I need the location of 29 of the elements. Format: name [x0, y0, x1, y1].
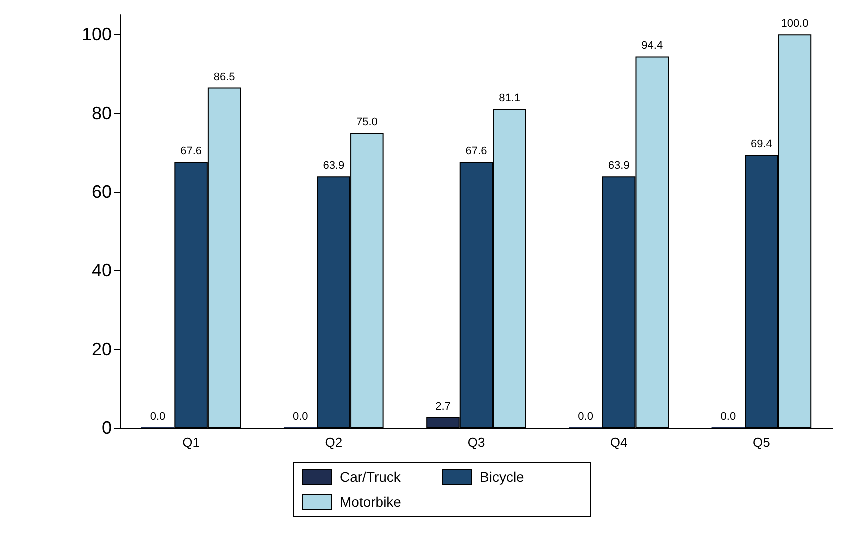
data-label: 100.0	[781, 18, 809, 30]
data-label: 2.7	[436, 400, 451, 413]
y-tick-label: 60	[92, 182, 112, 202]
data-label: 86.5	[214, 71, 236, 84]
y-tick-label: 20	[92, 339, 112, 360]
x-tick-label: Q1	[182, 435, 200, 450]
x-tick-label: Q2	[325, 435, 343, 450]
legend-label: Car/Truck	[340, 469, 401, 485]
data-label: 67.6	[180, 146, 202, 158]
x-tick-label: Q4	[610, 435, 628, 450]
data-label: 0.0	[150, 411, 166, 423]
data-label: 0.0	[720, 411, 736, 423]
data-label: 67.6	[466, 146, 488, 158]
y-tick-label: 80	[92, 103, 112, 124]
x-tick-label: Q3	[468, 435, 486, 450]
y-tick-label: 0	[102, 418, 112, 438]
data-label: 63.9	[608, 160, 630, 172]
y-tick-label: 40	[92, 260, 112, 281]
x-tick-label: Q5	[753, 435, 770, 450]
data-label: 63.9	[323, 160, 345, 172]
legend-label: Motorbike	[340, 494, 402, 510]
data-label: 81.1	[499, 92, 520, 105]
data-label: 69.4	[750, 138, 772, 151]
data-label: 0.0	[578, 411, 594, 423]
data-label: 94.4	[642, 40, 664, 52]
data-label: 75.0	[356, 116, 378, 128]
data-label: 0.0	[292, 411, 308, 423]
y-tick-label: 100	[82, 24, 112, 45]
legend-label: Bicycle	[480, 469, 524, 485]
